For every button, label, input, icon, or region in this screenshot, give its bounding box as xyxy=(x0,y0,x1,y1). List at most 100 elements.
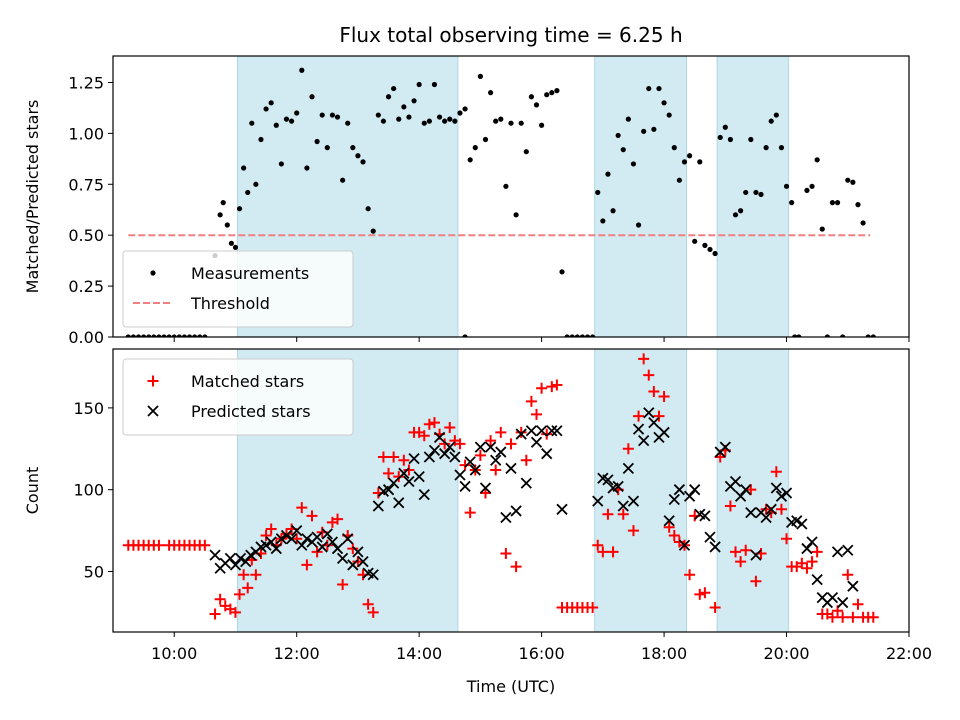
data-point xyxy=(656,85,662,92)
y-tick-label: 50 xyxy=(84,562,104,581)
data-point xyxy=(236,206,243,212)
shaded-span-2 xyxy=(594,55,688,338)
data-point xyxy=(326,536,339,548)
data-point xyxy=(763,145,769,151)
data-point xyxy=(291,524,303,537)
data-point xyxy=(462,106,468,112)
data-point xyxy=(819,226,825,232)
data-point xyxy=(299,67,305,73)
data-point xyxy=(658,426,670,439)
data-point xyxy=(485,435,497,447)
data-point xyxy=(678,539,691,551)
data-point xyxy=(520,454,532,466)
data-point xyxy=(770,466,782,478)
data-point xyxy=(689,484,701,496)
data-point xyxy=(350,145,356,151)
data-point xyxy=(186,334,193,337)
data-point xyxy=(362,598,374,610)
data-point xyxy=(569,334,575,337)
data-point xyxy=(477,73,483,79)
data-point xyxy=(130,334,137,337)
data-point xyxy=(401,104,407,110)
data-point xyxy=(331,542,344,555)
data-point xyxy=(365,206,371,212)
data-point xyxy=(209,608,221,620)
data-point xyxy=(673,484,686,496)
data-point xyxy=(403,475,415,488)
data-point xyxy=(393,497,405,509)
data-point xyxy=(541,428,553,440)
data-point xyxy=(668,493,680,506)
data-point xyxy=(760,511,772,524)
data-point xyxy=(780,487,793,499)
data-point xyxy=(602,508,614,520)
data-point xyxy=(449,451,461,463)
data-point xyxy=(551,425,563,437)
data-point xyxy=(850,179,856,185)
data-point xyxy=(280,528,292,540)
data-point xyxy=(651,126,657,132)
data-point xyxy=(334,114,341,120)
data-point xyxy=(459,480,471,493)
data-point xyxy=(663,515,675,527)
x-tick-label: 16:00 xyxy=(519,644,565,663)
data-point xyxy=(428,417,440,429)
data-point xyxy=(600,218,606,224)
data-point xyxy=(241,165,247,171)
data-point xyxy=(531,408,543,420)
data-point xyxy=(796,557,808,569)
data-point xyxy=(638,434,650,447)
data-point xyxy=(668,529,680,541)
data-point xyxy=(773,112,779,118)
legend-label: Predicted stars xyxy=(191,402,311,421)
data-point xyxy=(146,334,152,337)
x-tick-label: 22:00 xyxy=(886,644,932,663)
data-point xyxy=(493,118,499,124)
y-axis-label: Count xyxy=(23,467,42,515)
data-point xyxy=(503,183,509,189)
legend-label: Threshold xyxy=(190,294,270,313)
data-point xyxy=(413,470,425,483)
data-point xyxy=(383,467,395,479)
data-point xyxy=(296,502,308,514)
data-point xyxy=(253,181,259,187)
data-point xyxy=(258,136,264,143)
data-point xyxy=(847,580,859,592)
data-point xyxy=(622,462,634,475)
data-point xyxy=(840,334,846,337)
data-point xyxy=(765,503,777,515)
data-point xyxy=(806,556,818,568)
legend-marker xyxy=(150,270,156,276)
series-predicted-stars xyxy=(209,407,859,609)
data-point xyxy=(367,606,379,618)
data-point xyxy=(495,446,507,458)
data-point xyxy=(396,116,402,122)
data-point xyxy=(605,171,611,177)
data-point xyxy=(166,334,172,337)
data-point xyxy=(852,598,864,610)
data-point xyxy=(484,441,497,453)
y-axis-label: Matched/Predicted stars xyxy=(23,100,42,294)
data-point xyxy=(556,503,568,515)
data-point xyxy=(324,145,330,151)
data-point xyxy=(870,334,876,337)
data-point xyxy=(464,456,476,468)
data-point xyxy=(778,145,785,151)
data-point xyxy=(337,579,349,591)
data-point xyxy=(544,92,550,98)
data-point xyxy=(433,431,446,443)
data-point xyxy=(775,490,788,502)
y-tick-label: 0.50 xyxy=(68,226,104,245)
data-point xyxy=(592,539,604,551)
data-point xyxy=(829,200,836,206)
data-point xyxy=(459,459,471,471)
data-point xyxy=(306,510,318,522)
bottom-panel: 50 100 150 10:00 12:00 14:00 16:00 18:00 20:00 22… xyxy=(23,348,932,696)
data-point xyxy=(229,559,242,571)
legend: Matched stars Predicted stars xyxy=(122,358,354,436)
data-point xyxy=(345,120,351,126)
data-point xyxy=(684,569,696,581)
data-point xyxy=(602,474,614,486)
data-point xyxy=(199,539,211,551)
data-point xyxy=(525,425,538,437)
